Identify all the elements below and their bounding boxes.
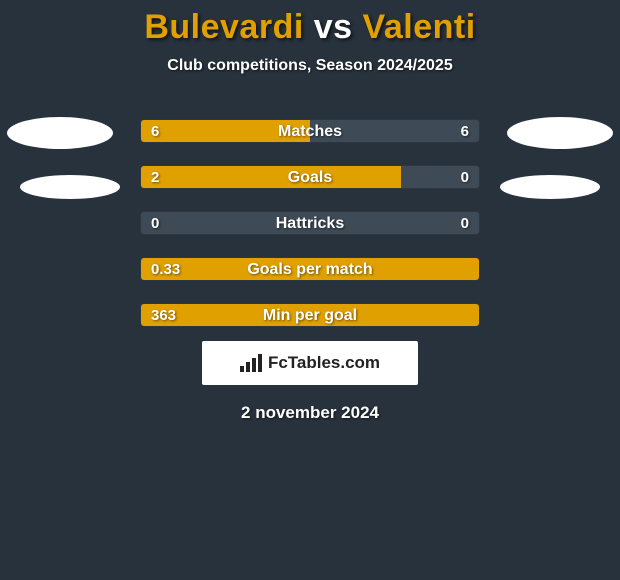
card-subtitle: Club competitions, Season 2024/2025 bbox=[0, 57, 620, 75]
comparison-stage: 66Matches20Goals00Hattricks0.33Goals per… bbox=[0, 101, 620, 331]
vs-separator: vs bbox=[314, 8, 353, 46]
stat-bars: 66Matches20Goals00Hattricks0.33Goals per… bbox=[140, 119, 480, 349]
stat-row: 0.33Goals per match bbox=[140, 257, 480, 281]
comparison-card: Bulevardi vs Valenti Club competitions, … bbox=[0, 0, 620, 423]
stat-row: 66Matches bbox=[140, 119, 480, 143]
player2-name: Valenti bbox=[363, 8, 476, 46]
stat-seg-p1 bbox=[141, 304, 479, 326]
stat-left-value: 0 bbox=[151, 212, 159, 235]
stat-right-value: 0 bbox=[461, 212, 469, 235]
card-date: 2 november 2024 bbox=[0, 403, 620, 423]
attribution-text: FcTables.com bbox=[268, 353, 380, 373]
stat-row: 20Goals bbox=[140, 165, 480, 189]
player1-name: Bulevardi bbox=[144, 8, 303, 46]
card-title: Bulevardi vs Valenti bbox=[0, 8, 620, 47]
stat-seg-p1 bbox=[141, 166, 401, 188]
stat-row: 363Min per goal bbox=[140, 303, 480, 327]
stat-row: 0 0Hattricks bbox=[140, 211, 480, 235]
stat-seg-p1 bbox=[141, 120, 310, 142]
stat-label: Hattricks bbox=[141, 212, 479, 235]
player1-club-placeholder bbox=[20, 175, 120, 199]
stat-right-value: 6 bbox=[461, 120, 469, 143]
player2-club-placeholder bbox=[500, 175, 600, 199]
chart-icon bbox=[240, 354, 262, 372]
stat-seg-p1 bbox=[141, 258, 479, 280]
player1-avatar-placeholder bbox=[7, 117, 113, 149]
stat-right-value: 0 bbox=[461, 166, 469, 189]
player2-avatar-placeholder bbox=[507, 117, 613, 149]
